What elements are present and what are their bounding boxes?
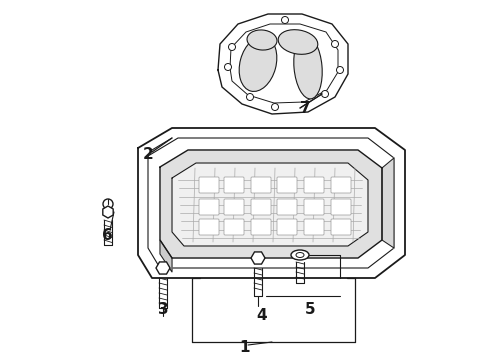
FancyBboxPatch shape: [277, 199, 297, 215]
Polygon shape: [172, 163, 368, 246]
FancyBboxPatch shape: [304, 199, 324, 215]
Text: 1: 1: [240, 339, 250, 355]
FancyBboxPatch shape: [251, 177, 271, 193]
FancyBboxPatch shape: [331, 177, 351, 193]
Polygon shape: [218, 14, 348, 114]
FancyBboxPatch shape: [251, 199, 271, 215]
Ellipse shape: [291, 250, 309, 260]
FancyBboxPatch shape: [277, 177, 297, 193]
Circle shape: [337, 67, 343, 73]
Polygon shape: [382, 158, 394, 248]
Ellipse shape: [247, 30, 277, 50]
Ellipse shape: [294, 35, 322, 99]
Ellipse shape: [239, 37, 277, 91]
FancyBboxPatch shape: [331, 199, 351, 215]
Polygon shape: [160, 150, 382, 258]
Polygon shape: [148, 138, 394, 268]
Text: 4: 4: [257, 307, 268, 323]
Circle shape: [228, 44, 236, 50]
Text: 2: 2: [143, 147, 153, 162]
FancyBboxPatch shape: [304, 219, 324, 235]
Text: 3: 3: [158, 302, 168, 318]
Circle shape: [103, 199, 113, 209]
Ellipse shape: [296, 252, 304, 257]
Text: 6: 6: [101, 228, 112, 243]
FancyBboxPatch shape: [199, 219, 219, 235]
Ellipse shape: [278, 30, 318, 54]
Polygon shape: [230, 24, 338, 103]
Circle shape: [246, 94, 253, 100]
FancyBboxPatch shape: [251, 219, 271, 235]
Polygon shape: [160, 240, 172, 272]
FancyBboxPatch shape: [224, 177, 244, 193]
Text: 7: 7: [300, 100, 310, 116]
FancyBboxPatch shape: [224, 199, 244, 215]
FancyBboxPatch shape: [277, 219, 297, 235]
Circle shape: [271, 104, 278, 111]
Circle shape: [281, 17, 289, 23]
FancyBboxPatch shape: [224, 219, 244, 235]
Circle shape: [224, 63, 231, 71]
FancyBboxPatch shape: [199, 177, 219, 193]
Text: 5: 5: [305, 302, 315, 318]
FancyBboxPatch shape: [304, 177, 324, 193]
Circle shape: [332, 40, 339, 48]
FancyBboxPatch shape: [199, 199, 219, 215]
Polygon shape: [138, 128, 405, 278]
Circle shape: [321, 90, 328, 98]
FancyBboxPatch shape: [331, 219, 351, 235]
